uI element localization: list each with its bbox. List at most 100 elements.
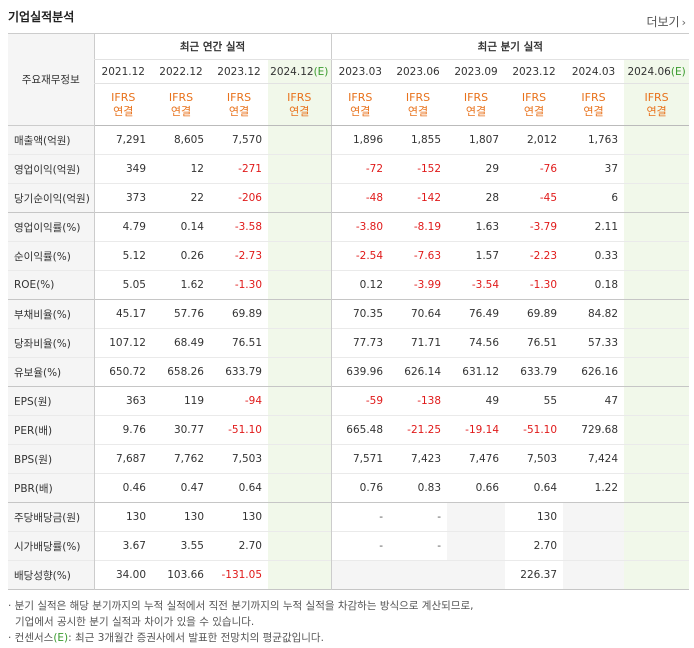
table-cell [268, 531, 332, 561]
more-label: 더보기 [646, 15, 680, 29]
table-cell: 76.49 [468, 308, 500, 320]
ifrs-consolidated: 연결 [350, 104, 371, 118]
table-cell: -1.30 [234, 279, 262, 291]
table-cell: 3.67 [93, 531, 152, 561]
financial-table: 주요재무정보 최근 연간 실적 최근 분기 실적 2021.12 2022.12 2… [8, 33, 690, 590]
more-link[interactable]: 더보기 › [646, 13, 686, 30]
table-cell: 0.64 [238, 482, 262, 494]
table-cell: -21.25 [407, 424, 442, 436]
table-cell: -76 [539, 163, 558, 175]
table-cell: 639.96 [330, 357, 390, 387]
table-cell: 0.26 [180, 250, 204, 262]
ifrs-consolidated: 연결 [523, 104, 545, 118]
row-label: 순이익률(%) [8, 241, 94, 271]
table-row: 주당배당금(원) 130 130 130- -130 [8, 502, 690, 532]
quarter-group-header: 최근 분기 실적 [330, 33, 690, 60]
table-cell: -51.10 [228, 424, 262, 436]
table-cell: 0.14 [180, 221, 204, 233]
table-cell [624, 212, 690, 242]
table-cell: 76.51 [231, 337, 262, 349]
table-cell [268, 357, 332, 387]
table-cell: 12 [190, 163, 204, 175]
table-cell: 0.12 [330, 270, 390, 300]
table-cell: 22 [190, 192, 204, 204]
table-cell [624, 270, 690, 300]
table-cell [268, 125, 332, 155]
table-cell: 7,476 [468, 453, 500, 465]
period-header: 2023.09 [447, 59, 506, 84]
ifrs-label: IFRS 연결 [268, 83, 332, 126]
ifrs-standard: IFRS [168, 90, 194, 104]
ifrs-standard: IFRS [287, 90, 312, 104]
table-cell: -142 [417, 192, 442, 204]
table-cell: 373 [93, 183, 152, 213]
row-label: PBR(배) [8, 473, 94, 503]
period-header: 2023.12 [210, 59, 268, 84]
table-cell [624, 328, 690, 358]
annual-group-header: 최근 연간 실적 [93, 33, 332, 60]
period-label: 2023.12 [512, 65, 556, 78]
table-cell: -152 [417, 163, 442, 175]
period-header: 2023.03 [330, 59, 390, 84]
table-cell: 7,571 [330, 444, 390, 474]
ifrs-standard: IFRS [463, 90, 489, 104]
table-row: 배당성향(%) 34.00 103.66 -131.05 226.37 [8, 560, 690, 590]
table-row: 매출액(억원) 7,291 8,605 7,570 1,896 1,855 1,807 2,0… [8, 125, 690, 155]
table-cell: 55 [543, 395, 558, 407]
table-cell: - [437, 540, 442, 552]
ifrs-standard: IFRS [111, 90, 136, 104]
row-label: 영업이익(억원) [8, 154, 94, 184]
ifrs-label: IFRS 연결 [505, 83, 564, 126]
table-cell [624, 183, 690, 213]
table-cell: 631.12 [462, 366, 500, 378]
ifrs-standard: IFRS [348, 90, 373, 104]
table-cell: 626.14 [404, 366, 442, 378]
ifrs-header-row: IFRS 연결 IFRS 연결 IFRS 연결 IFRS 연결 IFRS 연결 IFRS 연결 IFRS… [8, 83, 690, 126]
table-body: 매출액(억원) 7,291 8,605 7,570 1,896 1,855 1,807 2,0… [8, 125, 690, 590]
footnote-1: · 분기 실적은 해당 분기까지의 누적 실적에서 직전 분기까지의 누적 실적… [8, 600, 474, 612]
table-cell [624, 154, 690, 184]
ifrs-label: IFRS 연결 [563, 83, 625, 126]
table-cell [447, 531, 506, 561]
table-cell: -7.63 [413, 250, 442, 262]
table-cell: 45.17 [93, 299, 152, 329]
footnote-2: · 컨센서스(E): 최근 3개월간 증권사에서 발표한 전망치의 평균값입니다… [8, 630, 473, 646]
table-cell: 349 [93, 154, 152, 184]
table-cell: 2,012 [526, 134, 558, 146]
table-cell [268, 299, 332, 329]
table-cell: 7,503 [526, 453, 558, 465]
table-cell [447, 560, 506, 590]
table-cell: -1.30 [529, 279, 558, 291]
corner-header: 주요재무정보 [8, 33, 94, 126]
table-cell: -206 [238, 192, 262, 204]
table-cell: 76.51 [526, 337, 558, 349]
table-cell: 3.55 [180, 540, 204, 552]
table-cell [624, 444, 690, 474]
table-cell: 2.70 [238, 540, 262, 552]
period-header: 2023.12 [505, 59, 564, 84]
table-cell: 1.22 [594, 482, 619, 494]
table-cell: 0.76 [330, 473, 390, 503]
table-cell: 47 [604, 395, 619, 407]
table-cell: -2.54 [330, 241, 390, 271]
table-cell: 107.12 [93, 328, 152, 358]
period-header: 2023.06 [389, 59, 448, 84]
footnotes: · 분기 실적은 해당 분기까지의 누적 실적에서 직전 분기까지의 누적 실적… [8, 598, 473, 646]
table-cell [624, 473, 690, 503]
table-cell [268, 241, 332, 271]
table-cell [563, 560, 625, 590]
table-row: 영업이익(억원) 349 12 -271 -72 -152 29 -76 37 [8, 154, 690, 184]
ifrs-consolidated: 연결 [228, 104, 250, 118]
ifrs-consolidated: 연결 [170, 104, 192, 118]
table-cell: 1,807 [468, 134, 500, 146]
ifrs-label: IFRS 연결 [330, 83, 390, 126]
period-header-row: 2021.12 2022.12 2023.12 2024.12(E) 2023.03 20… [8, 59, 690, 84]
table-row: EPS(원) 363 119 -94 -59 -138 49 55 47 [8, 386, 690, 416]
table-cell: -94 [244, 395, 262, 407]
table-cell: 1,896 [330, 125, 390, 155]
table-cell: -3.54 [471, 279, 500, 291]
ifrs-label: IFRS 연결 [624, 83, 690, 126]
row-label: EPS(원) [8, 386, 94, 416]
period-label: 2023.12 [217, 65, 261, 78]
table-cell: 1,855 [410, 134, 442, 146]
